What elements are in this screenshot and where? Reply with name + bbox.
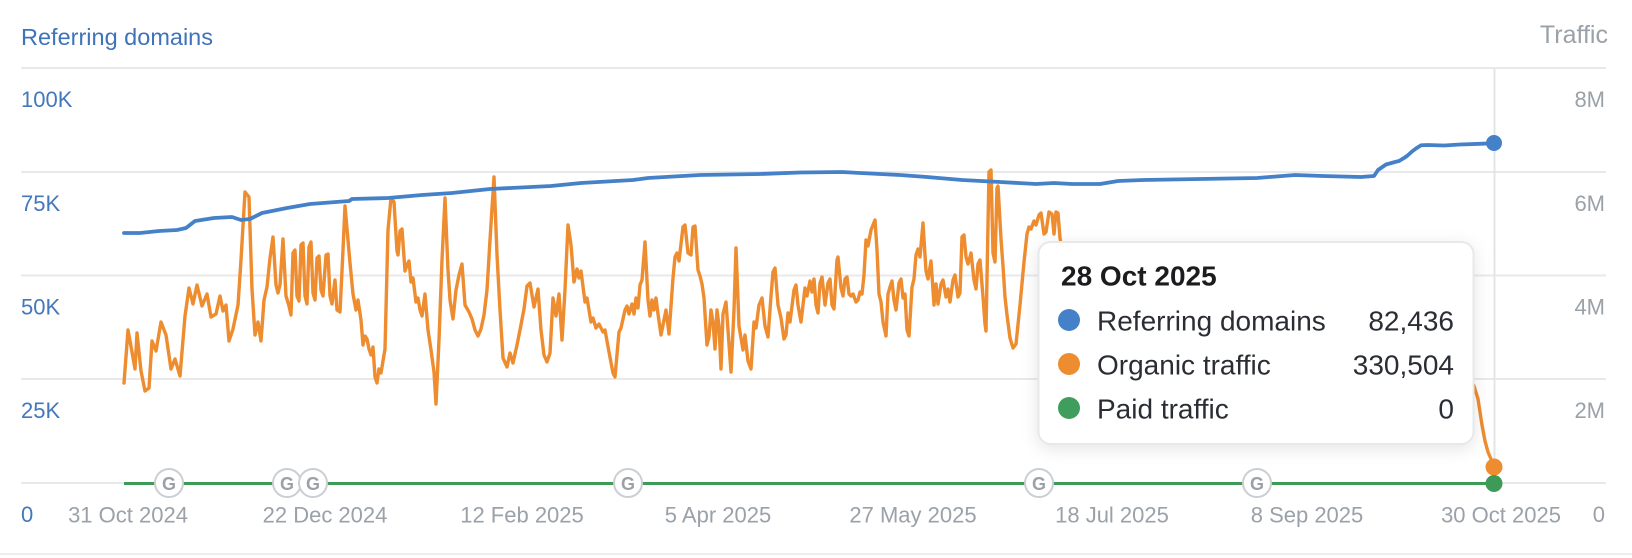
svg-text:22 Dec 2024: 22 Dec 2024 [263, 503, 388, 528]
svg-text:50K: 50K [21, 295, 60, 320]
svg-text:330,504: 330,504 [1353, 350, 1454, 381]
svg-text:8M: 8M [1574, 87, 1605, 112]
svg-text:G: G [621, 474, 635, 494]
svg-text:75K: 75K [21, 191, 60, 216]
svg-text:Referring domains: Referring domains [21, 24, 213, 50]
svg-text:0: 0 [21, 502, 33, 527]
svg-text:31 Oct 2024: 31 Oct 2024 [68, 503, 188, 528]
svg-text:8 Sep 2025: 8 Sep 2025 [1251, 503, 1364, 528]
svg-text:Paid traffic: Paid traffic [1097, 394, 1229, 425]
svg-text:6M: 6M [1574, 191, 1605, 216]
svg-text:12 Feb 2025: 12 Feb 2025 [460, 503, 584, 528]
svg-text:28 Oct 2025: 28 Oct 2025 [1061, 261, 1217, 292]
svg-text:G: G [306, 474, 320, 494]
svg-text:0: 0 [1593, 502, 1605, 527]
svg-text:82,436: 82,436 [1368, 306, 1454, 337]
svg-text:Organic traffic: Organic traffic [1097, 350, 1271, 381]
svg-text:0: 0 [1438, 394, 1454, 425]
svg-text:G: G [162, 474, 176, 494]
svg-text:2M: 2M [1574, 398, 1605, 423]
svg-text:G: G [1032, 474, 1046, 494]
svg-text:100K: 100K [21, 87, 73, 112]
svg-text:18 Jul 2025: 18 Jul 2025 [1055, 503, 1169, 528]
svg-text:30 Oct 2025: 30 Oct 2025 [1441, 503, 1561, 528]
svg-text:25K: 25K [21, 398, 60, 423]
svg-text:5 Apr 2025: 5 Apr 2025 [665, 503, 771, 528]
svg-text:G: G [1250, 474, 1264, 494]
svg-text:27 May 2025: 27 May 2025 [849, 503, 976, 528]
svg-text:G: G [280, 474, 294, 494]
svg-text:Traffic: Traffic [1540, 21, 1608, 49]
svg-text:Referring domains: Referring domains [1097, 306, 1326, 337]
svg-text:4M: 4M [1574, 295, 1605, 320]
